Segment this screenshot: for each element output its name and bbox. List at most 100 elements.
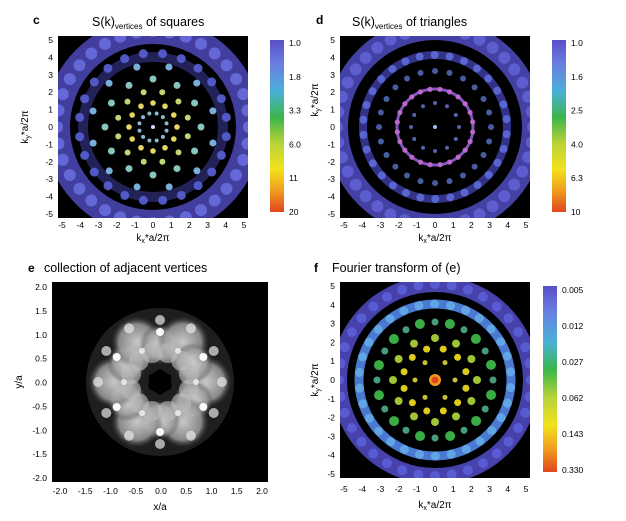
panel-title: collection of adjacent vertices bbox=[44, 261, 207, 275]
x-tick-label: 4 bbox=[223, 220, 228, 230]
y-tick-label: -3 bbox=[327, 431, 335, 441]
y-tick-label: 1 bbox=[330, 356, 335, 366]
x-tick-label: -1.5 bbox=[78, 486, 93, 496]
x-tick-label: -0.5 bbox=[128, 486, 143, 496]
x-tick-label: -4 bbox=[358, 484, 366, 494]
colorbar-tick-label: 0.012 bbox=[562, 321, 584, 331]
y-tick-label: -2 bbox=[327, 413, 335, 423]
x-axis-label: kx*a/2π bbox=[418, 233, 451, 245]
x-tick-label: -5 bbox=[340, 220, 348, 230]
y-tick-label: 3 bbox=[48, 70, 53, 80]
x-tick-label: 5 bbox=[524, 484, 529, 494]
x-tick-label: 2.0 bbox=[256, 486, 268, 496]
y-tick-label: 5 bbox=[330, 35, 335, 45]
x-tick-label: 1 bbox=[169, 220, 174, 230]
fourier-transform-pattern bbox=[340, 282, 530, 478]
x-tick-label: 0 bbox=[433, 484, 438, 494]
x-tick-label: -1.0 bbox=[103, 486, 118, 496]
x-tick-label: 1.5 bbox=[231, 486, 243, 496]
x-tick-label: 5 bbox=[524, 220, 529, 230]
x-tick-label: 3 bbox=[487, 220, 492, 230]
y-tick-label: -5 bbox=[45, 209, 53, 219]
y-axis-label: ky*a/2π bbox=[310, 363, 322, 396]
y-tick-label: -2 bbox=[327, 157, 335, 167]
y-tick-label: -1.0 bbox=[32, 425, 47, 435]
x-tick-label: -4 bbox=[76, 220, 84, 230]
y-tick-label: 0.5 bbox=[35, 354, 47, 364]
panel-e: e collection of adjacent vertices -2.0 -1… bbox=[14, 261, 268, 513]
colorbar-tick-label: 0.027 bbox=[562, 357, 584, 367]
y-tick-label: -4 bbox=[327, 450, 335, 460]
x-tick-label: -2.0 bbox=[53, 486, 68, 496]
y-tick-label: 3 bbox=[330, 70, 335, 80]
x-tick-label: 1 bbox=[451, 220, 456, 230]
panel-title: Fourier transform of (e) bbox=[332, 261, 461, 275]
y-tick-label: 1.0 bbox=[35, 330, 47, 340]
y-tick-label: -5 bbox=[327, 469, 335, 479]
colorbar-tick-label: 6.0 bbox=[289, 139, 301, 149]
x-tick-label: 5 bbox=[242, 220, 247, 230]
panel-title: S(k)vertices of triangles bbox=[352, 15, 467, 31]
y-tick-label: 0.0 bbox=[35, 378, 47, 388]
x-tick-label: -3 bbox=[95, 220, 103, 230]
x-tick-label: -1 bbox=[413, 484, 421, 494]
colorbar-tick-label: 0.062 bbox=[562, 393, 584, 403]
y-tick-label: 5 bbox=[48, 35, 53, 45]
panel-letter: e bbox=[28, 261, 35, 275]
y-tick-label: 1.5 bbox=[35, 306, 47, 316]
y-tick-label: 0 bbox=[48, 122, 53, 132]
y-axis-label: ky*a/2π bbox=[310, 83, 322, 116]
x-tick-label: 4 bbox=[505, 220, 510, 230]
x-tick-label: -4 bbox=[358, 220, 366, 230]
y-tick-label: -2 bbox=[45, 157, 53, 167]
y-tick-label: -1 bbox=[45, 139, 53, 149]
x-tick-label: -2 bbox=[395, 484, 403, 494]
y-tick-label: 1 bbox=[330, 105, 335, 115]
colorbar-tick-label: 11 bbox=[289, 173, 298, 183]
colorbar bbox=[270, 40, 284, 212]
panel-letter: c bbox=[33, 13, 40, 27]
y-tick-label: 0 bbox=[330, 122, 335, 132]
colorbar-tick-label: 20 bbox=[289, 207, 299, 217]
x-tick-label: -5 bbox=[340, 484, 348, 494]
y-tick-label: -3 bbox=[327, 174, 335, 184]
y-axis-label: ky*a/2π bbox=[20, 110, 32, 143]
x-tick-label: 0 bbox=[151, 220, 156, 230]
panel-d: d S(k)vertices of triangles -5 -4 -3 -2 -1 0 1… bbox=[310, 13, 583, 245]
x-tick-label: 0.5 bbox=[180, 486, 192, 496]
colorbar-tick-label: 0.143 bbox=[562, 429, 584, 439]
x-tick-label: -2 bbox=[395, 220, 403, 230]
colorbar-tick-label: 4.0 bbox=[571, 139, 583, 149]
y-tick-label: 2 bbox=[330, 337, 335, 347]
x-tick-label: 0.0 bbox=[155, 486, 167, 496]
diffraction-pattern bbox=[340, 36, 530, 218]
y-tick-label: -4 bbox=[45, 192, 53, 202]
colorbar-tick-label: 3.3 bbox=[289, 106, 301, 116]
y-tick-label: -0.5 bbox=[32, 401, 47, 411]
colorbar-tick-label: 0.330 bbox=[562, 465, 584, 475]
y-tick-label: -2.0 bbox=[32, 473, 47, 483]
y-tick-label: -1 bbox=[327, 139, 335, 149]
y-tick-label: -1 bbox=[327, 394, 335, 404]
colorbar-tick-label: 2.5 bbox=[571, 106, 583, 116]
panel-title: S(k)vertices of squares bbox=[92, 15, 204, 31]
x-tick-label: -2 bbox=[113, 220, 121, 230]
x-tick-label: 3 bbox=[487, 484, 492, 494]
x-tick-label: 2 bbox=[187, 220, 192, 230]
x-axis-label: kx*a/2π bbox=[418, 500, 451, 512]
y-tick-label: 3 bbox=[330, 319, 335, 329]
x-axis-label: x/a bbox=[153, 502, 167, 513]
colorbar-tick-label: 10 bbox=[571, 207, 581, 217]
y-tick-label: 2 bbox=[330, 87, 335, 97]
y-tick-label: -3 bbox=[45, 174, 53, 184]
vertex-density-image bbox=[86, 308, 234, 456]
x-tick-label: -1 bbox=[131, 220, 139, 230]
y-tick-label: 2.0 bbox=[35, 282, 47, 292]
x-tick-label: 3 bbox=[205, 220, 210, 230]
y-axis-label: y/a bbox=[14, 375, 25, 389]
x-tick-label: 1.0 bbox=[206, 486, 218, 496]
x-tick-label: -3 bbox=[377, 220, 385, 230]
y-tick-label: 4 bbox=[48, 52, 53, 62]
x-tick-label: -5 bbox=[58, 220, 66, 230]
